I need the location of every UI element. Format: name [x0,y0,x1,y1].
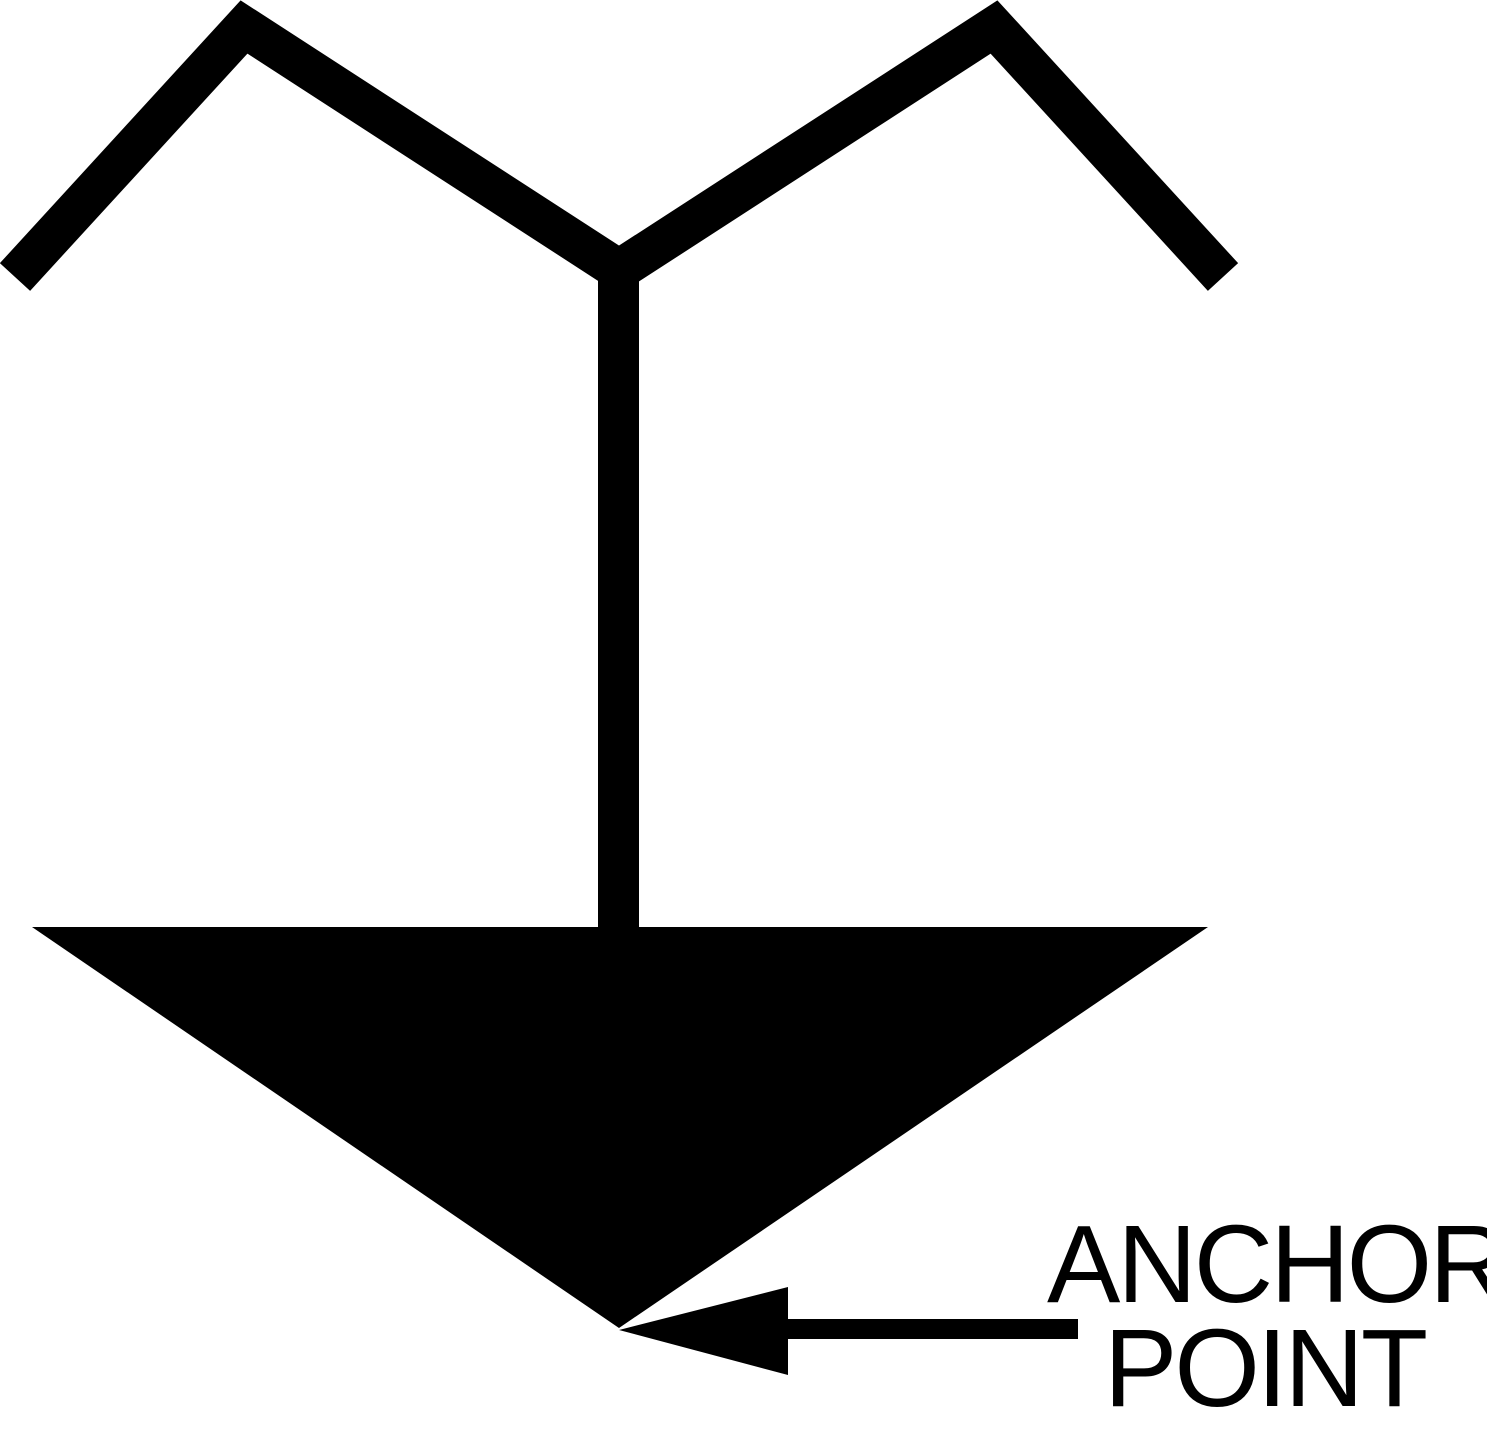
anchor-symbol-icon [0,0,1239,1328]
callout-label: ANCHOR POINT [1047,1203,1487,1430]
callout-arrow [619,1287,1078,1375]
base-triangle [32,927,1208,1328]
right-arm-stroke [607,0,1239,291]
arrow-head [619,1287,788,1375]
label-anchor: ANCHOR [1047,1203,1487,1326]
left-arm-stroke [0,0,631,291]
label-point: POINT [1104,1307,1426,1430]
arrow-shaft [786,1319,1078,1339]
stem-bar [598,268,639,940]
